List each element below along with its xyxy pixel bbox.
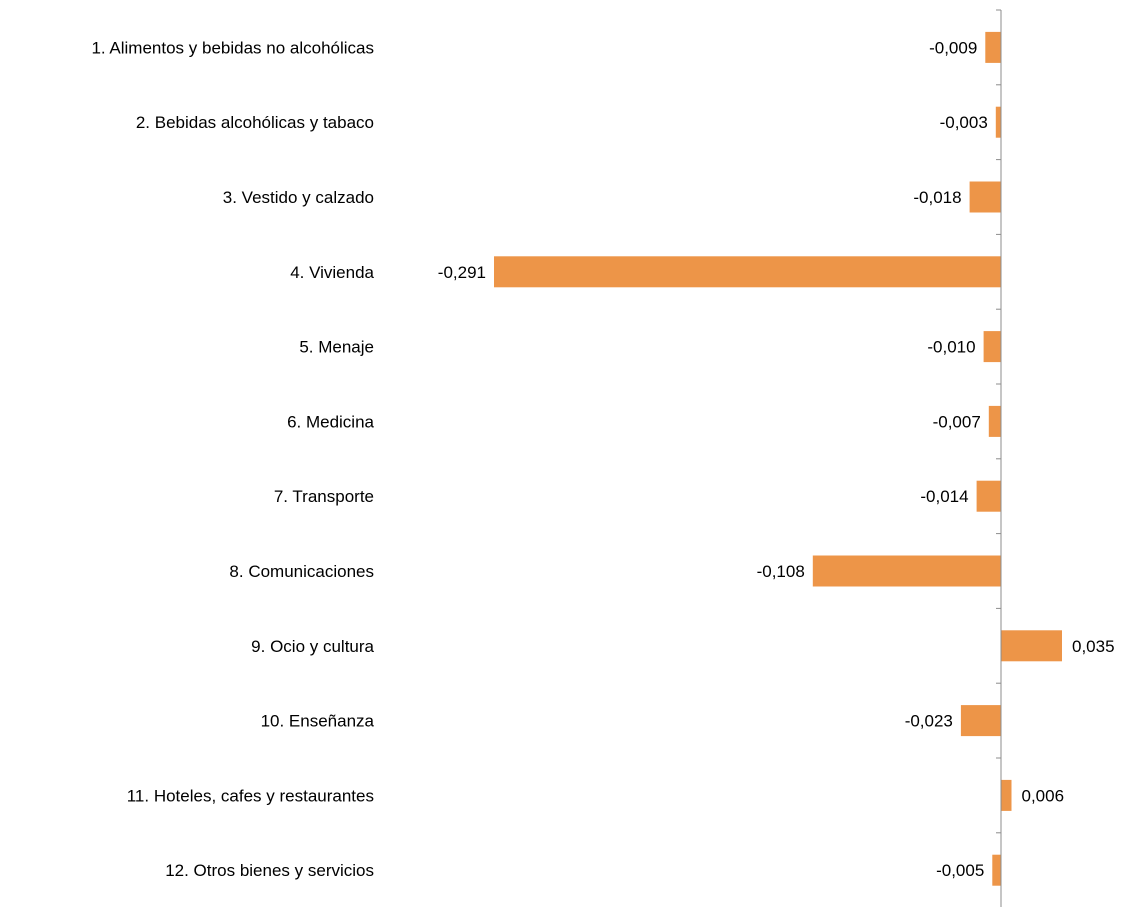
value-labels: -0,009 -0,003 -0,018 -0,291 -0,010 -0,007 -0,0… bbox=[438, 38, 1115, 880]
category-label: 1. Alimentos y bebidas no alcohólicas bbox=[91, 38, 374, 57]
bar-4 bbox=[494, 256, 1001, 288]
value-label: -0,023 bbox=[905, 712, 953, 731]
category-label: 10. Enseñanza bbox=[261, 712, 375, 731]
bar-1 bbox=[985, 31, 1001, 63]
category-label: 7. Transporte bbox=[274, 487, 374, 506]
category-label: 4. Vivienda bbox=[290, 263, 374, 282]
category-label: 2. Bebidas alcohólicas y tabaco bbox=[136, 113, 374, 132]
bar-7 bbox=[976, 480, 1001, 512]
category-labels: 1. Alimentos y bebidas no alcohólicas 2. … bbox=[91, 38, 374, 880]
category-label: 9. Ocio y cultura bbox=[251, 637, 374, 656]
bar-9 bbox=[1001, 630, 1062, 662]
category-label: 12. Otros bienes y servicios bbox=[165, 861, 374, 880]
value-label: -0,007 bbox=[933, 412, 981, 431]
category-label: 8. Comunicaciones bbox=[229, 562, 374, 581]
value-label: 0,006 bbox=[1022, 786, 1065, 805]
value-label: -0,005 bbox=[936, 861, 984, 880]
bar-10 bbox=[960, 705, 1001, 737]
bar-3 bbox=[969, 181, 1001, 213]
value-label: -0,291 bbox=[438, 263, 486, 282]
bar-8 bbox=[812, 555, 1001, 587]
value-label: 0,035 bbox=[1072, 637, 1115, 656]
value-label: -0,014 bbox=[920, 487, 968, 506]
category-label: 6. Medicina bbox=[287, 412, 374, 431]
value-label: -0,108 bbox=[757, 562, 805, 581]
category-label: 5. Menaje bbox=[299, 338, 374, 357]
value-label: -0,003 bbox=[940, 113, 988, 132]
bar-6 bbox=[988, 405, 1001, 437]
value-label: -0,018 bbox=[913, 188, 961, 207]
bar-11 bbox=[1001, 779, 1012, 811]
bar-2 bbox=[995, 106, 1001, 138]
bar-5 bbox=[983, 331, 1001, 363]
value-label: -0,010 bbox=[927, 338, 975, 357]
category-label: 3. Vestido y calzado bbox=[223, 188, 374, 207]
bars-group bbox=[494, 31, 1062, 886]
category-label: 11. Hoteles, cafes y restaurantes bbox=[127, 786, 374, 805]
value-axis bbox=[996, 9, 1002, 907]
value-label: -0,009 bbox=[929, 38, 977, 57]
bar-12 bbox=[992, 854, 1001, 886]
